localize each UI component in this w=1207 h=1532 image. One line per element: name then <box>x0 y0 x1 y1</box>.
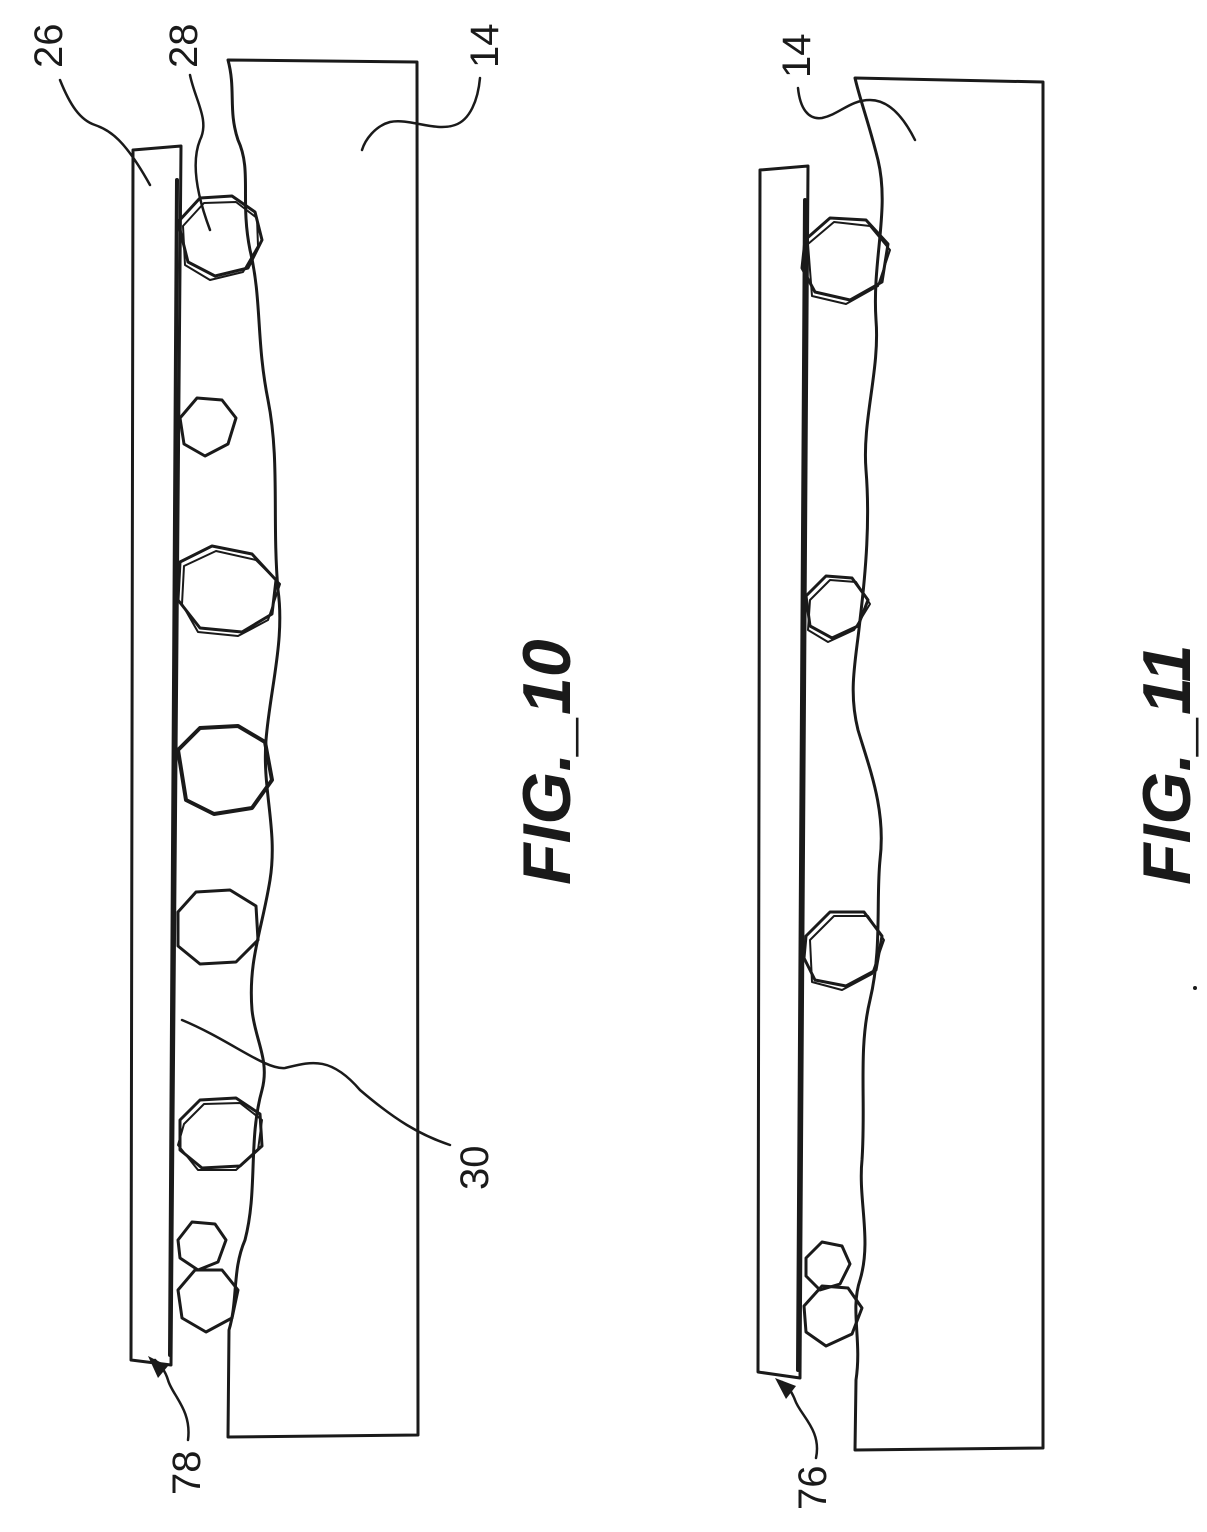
leader-line-30 <box>182 1020 450 1145</box>
particle <box>178 1222 226 1270</box>
label-78: 78 <box>165 1451 209 1496</box>
substrate-block-fig10 <box>228 60 418 1437</box>
label-14: 14 <box>463 24 507 69</box>
particle <box>804 1286 862 1346</box>
figure-11 <box>758 78 1043 1458</box>
particles-fig11 <box>802 218 890 1346</box>
leader-line-14 <box>362 78 480 150</box>
particle <box>178 546 276 632</box>
leader-line-14-fig11 <box>798 88 915 140</box>
label-14-fig11: 14 <box>775 34 819 79</box>
particle <box>806 1242 850 1290</box>
label-76: 76 <box>791 1466 835 1511</box>
figure-caption-11: FIG._11 <box>1129 644 1205 885</box>
particle <box>178 890 258 964</box>
particle <box>178 1270 238 1332</box>
label-26: 26 <box>27 24 71 69</box>
particle <box>178 726 272 814</box>
label-30: 30 <box>453 1146 497 1191</box>
leader-line-26 <box>60 80 150 185</box>
label-28: 28 <box>162 24 206 69</box>
particle <box>180 398 236 456</box>
figure-caption-10: FIG._10 <box>509 639 585 885</box>
stray-dot <box>1193 986 1197 990</box>
particle <box>178 196 262 276</box>
figure-10 <box>60 60 480 1440</box>
particle <box>178 1103 262 1170</box>
